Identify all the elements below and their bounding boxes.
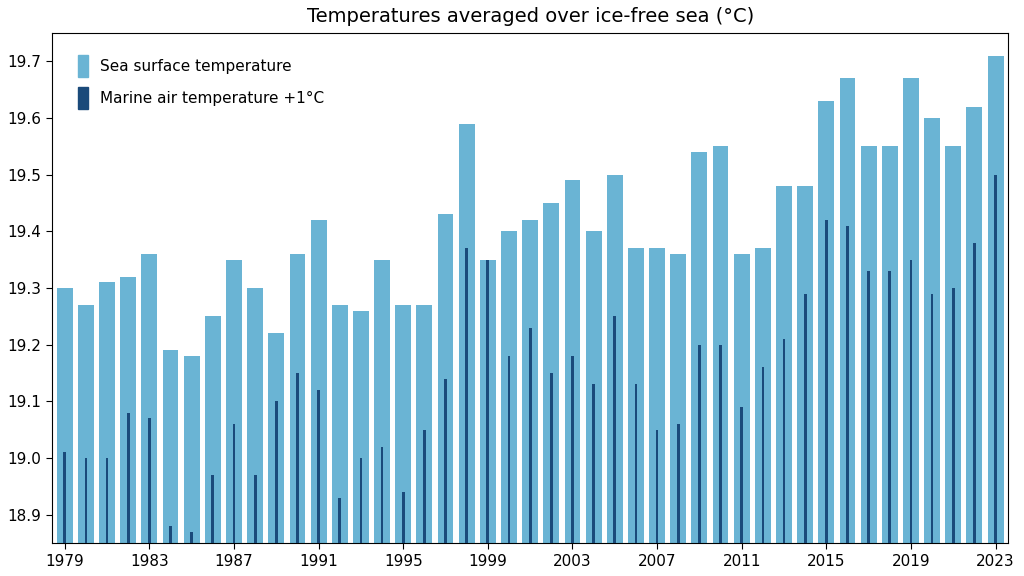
Bar: [338, 498, 341, 543]
Bar: [740, 407, 743, 543]
Bar: [973, 242, 976, 543]
Bar: [903, 78, 919, 543]
Bar: [571, 356, 573, 543]
Bar: [296, 373, 299, 543]
Bar: [713, 146, 728, 543]
Bar: [423, 430, 426, 543]
Bar: [508, 356, 510, 543]
Bar: [247, 288, 263, 543]
Legend: Sea surface temperature, Marine air temperature +1°C: Sea surface temperature, Marine air temp…: [70, 46, 333, 118]
Bar: [649, 248, 665, 543]
Bar: [183, 356, 200, 543]
Bar: [374, 260, 390, 543]
Bar: [804, 294, 807, 543]
Bar: [85, 458, 87, 543]
Bar: [734, 254, 750, 543]
Bar: [169, 526, 172, 543]
Bar: [459, 124, 475, 543]
Bar: [994, 175, 997, 543]
Bar: [818, 101, 835, 543]
Bar: [564, 180, 581, 543]
Bar: [613, 316, 616, 543]
Bar: [635, 384, 637, 543]
Bar: [274, 401, 278, 543]
Bar: [310, 220, 327, 543]
Bar: [190, 532, 194, 543]
Bar: [671, 254, 686, 543]
Bar: [607, 175, 623, 543]
Bar: [882, 146, 898, 543]
Bar: [212, 475, 214, 543]
Bar: [988, 56, 1004, 543]
Bar: [691, 152, 708, 543]
Bar: [465, 248, 468, 543]
Bar: [776, 186, 792, 543]
Title: Temperatures averaged over ice-free sea (°C): Temperatures averaged over ice-free sea …: [306, 7, 754, 26]
Bar: [148, 418, 151, 543]
Bar: [417, 305, 432, 543]
Bar: [655, 430, 658, 543]
Bar: [401, 492, 404, 543]
Bar: [782, 339, 785, 543]
Bar: [290, 254, 305, 543]
Bar: [755, 248, 771, 543]
Bar: [762, 367, 764, 543]
Bar: [141, 254, 158, 543]
Bar: [550, 373, 553, 543]
Bar: [698, 344, 700, 543]
Bar: [395, 305, 412, 543]
Bar: [889, 271, 891, 543]
Bar: [840, 78, 855, 543]
Bar: [163, 350, 178, 543]
Bar: [861, 146, 877, 543]
Bar: [486, 260, 489, 543]
Bar: [105, 458, 109, 543]
Bar: [63, 452, 67, 543]
Bar: [232, 424, 236, 543]
Bar: [677, 424, 680, 543]
Bar: [846, 226, 849, 543]
Bar: [226, 260, 242, 543]
Bar: [825, 220, 827, 543]
Bar: [719, 344, 722, 543]
Bar: [628, 248, 644, 543]
Bar: [268, 334, 285, 543]
Bar: [798, 186, 813, 543]
Bar: [501, 232, 517, 543]
Bar: [952, 288, 954, 543]
Bar: [205, 316, 221, 543]
Bar: [359, 458, 362, 543]
Bar: [586, 232, 601, 543]
Bar: [127, 412, 130, 543]
Bar: [480, 260, 496, 543]
Bar: [381, 446, 383, 543]
Bar: [528, 328, 531, 543]
Bar: [925, 118, 940, 543]
Bar: [332, 305, 348, 543]
Bar: [867, 271, 870, 543]
Bar: [56, 288, 73, 543]
Bar: [522, 220, 538, 543]
Bar: [78, 305, 94, 543]
Bar: [592, 384, 595, 543]
Bar: [544, 203, 559, 543]
Bar: [99, 282, 115, 543]
Bar: [353, 310, 369, 543]
Bar: [909, 260, 912, 543]
Bar: [945, 146, 962, 543]
Bar: [254, 475, 257, 543]
Bar: [317, 390, 319, 543]
Bar: [437, 214, 454, 543]
Bar: [967, 107, 982, 543]
Bar: [444, 378, 446, 543]
Bar: [931, 294, 934, 543]
Bar: [120, 276, 136, 543]
